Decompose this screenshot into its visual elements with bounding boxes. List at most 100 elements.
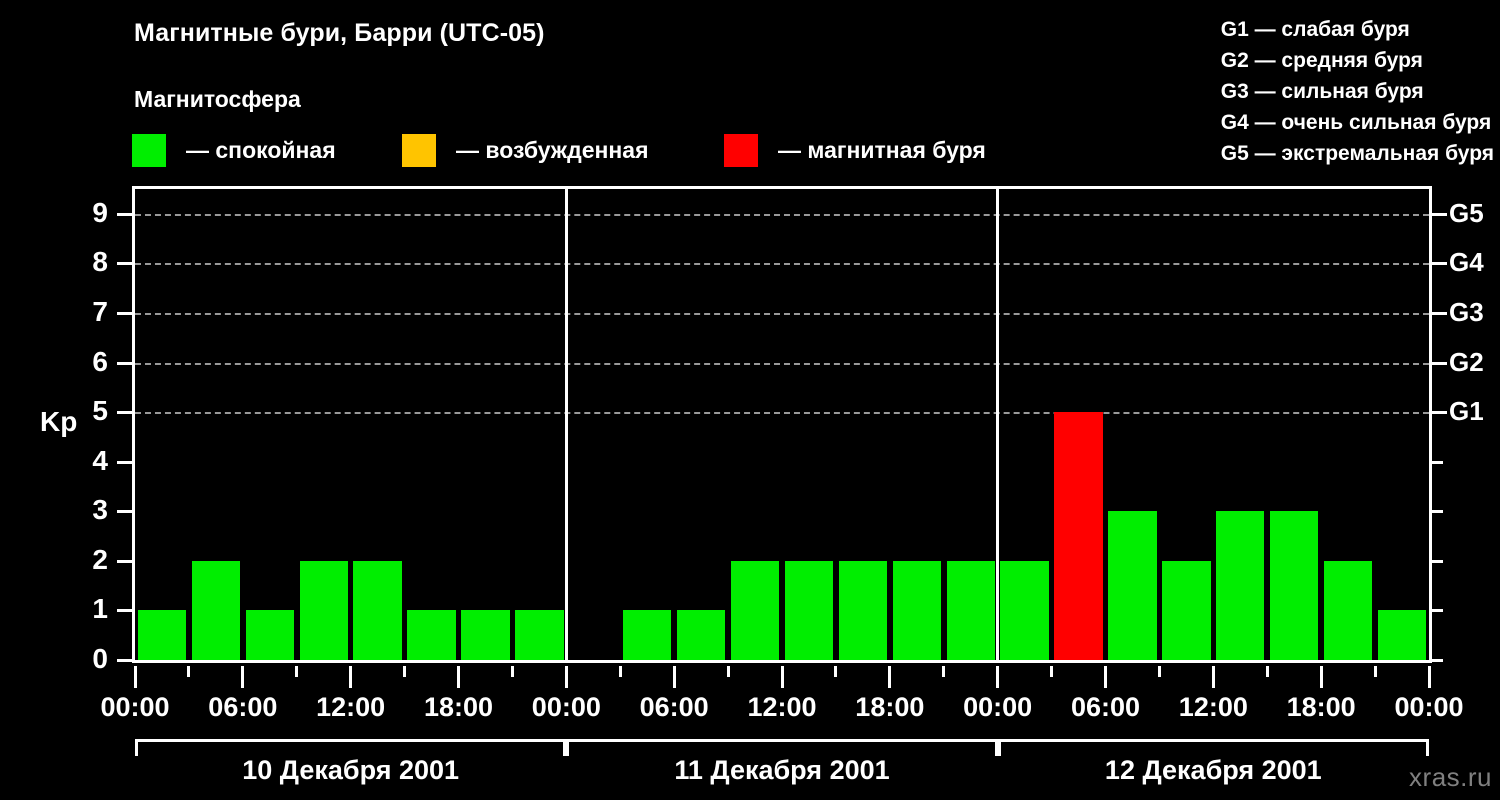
x-tick-20 <box>1211 666 1215 688</box>
day-bracket-2 <box>997 739 1429 756</box>
x-tick-16 <box>996 666 1000 688</box>
g-tick-label-G3: G3 <box>1449 296 1484 327</box>
bar-kp-4 <box>353 560 402 660</box>
y-tick-mark-8 <box>117 262 132 266</box>
page-title: Магнитные бури, Барри (UTC-05) <box>134 19 545 47</box>
g-tick-mark-G4 <box>1432 262 1447 266</box>
orange-swatch <box>402 133 436 167</box>
y-tick-label-9: 9 <box>92 196 108 228</box>
y-tick-label-4: 4 <box>92 444 108 476</box>
x-tick-label-10: 12:00 <box>1178 692 1248 722</box>
bar-kp-21 <box>1270 511 1319 660</box>
legend-entry-1: — возбужденная <box>402 133 649 167</box>
red-swatch <box>724 133 758 167</box>
y-tick-label-3: 3 <box>92 494 108 526</box>
x-tick-0 <box>133 666 137 688</box>
x-tick-14 <box>888 666 892 688</box>
bar-kp-15 <box>946 560 995 660</box>
gscale-row-3: G3 — сильная буря <box>1220 80 1424 103</box>
x-tick-7 <box>510 666 514 677</box>
bar-kp-2 <box>245 610 294 660</box>
legend-label-0: — спокойная <box>186 136 336 163</box>
x-tick-15 <box>942 666 946 677</box>
y-tick-mark-1 <box>117 609 132 613</box>
y-tick-label-7: 7 <box>92 295 108 327</box>
gridline-kp-7 <box>135 312 1429 315</box>
legend-entry-2: — магнитная буря <box>724 133 986 167</box>
bar-kp-1 <box>191 560 241 660</box>
x-tick-label-12: 00:00 <box>1394 692 1464 722</box>
y-tick-mark-9 <box>117 212 132 216</box>
legend-label-1: — возбужденная <box>456 136 649 163</box>
bar-kp-18 <box>1108 511 1157 660</box>
x-tick-label-0: 00:00 <box>100 692 170 722</box>
magnetosphere-label: Магнитосфера <box>134 86 301 112</box>
bar-kp-5 <box>407 610 456 660</box>
bar-kp-19 <box>1162 560 1211 660</box>
green-swatch <box>132 133 166 167</box>
x-tick-label-5: 06:00 <box>639 692 709 722</box>
x-tick-17 <box>1050 666 1054 677</box>
y-tick-mark-5 <box>117 411 132 415</box>
x-tick-22 <box>1319 666 1323 688</box>
day-bracket-1 <box>566 739 998 756</box>
y-axis-title: Kp <box>40 406 78 437</box>
y-tick-mark-4 <box>117 460 132 464</box>
bar-kp-12 <box>784 560 834 660</box>
bar-kp-20 <box>1216 511 1265 660</box>
bar-kp-3 <box>299 560 348 660</box>
x-tick-6 <box>457 666 460 688</box>
watermark: xras.ru <box>1409 762 1492 792</box>
y-tick-mark-3 <box>117 510 132 514</box>
gridline-kp-5 <box>135 412 1429 415</box>
gridline-kp-6 <box>135 362 1429 365</box>
bar-kp-14 <box>892 560 941 660</box>
y-tick-mark-7 <box>117 311 132 315</box>
x-tick-19 <box>1157 666 1161 677</box>
x-tick-label-1: 06:00 <box>208 692 278 722</box>
g-tick-minor-1 <box>1432 609 1443 613</box>
g-tick-label-G4: G4 <box>1449 247 1484 278</box>
gscale-row-2: G2 — средняя буря <box>1220 49 1423 72</box>
day-label-0: 10 Декабря 2001 <box>242 755 460 785</box>
gridline-kp-9 <box>135 213 1429 216</box>
bar-kp-10 <box>676 610 726 660</box>
x-tick-label-11: 18:00 <box>1286 692 1356 722</box>
x-tick-5 <box>403 666 407 677</box>
x-tick-18 <box>1104 666 1107 688</box>
g-tick-minor-4 <box>1432 460 1443 464</box>
gscale-legend: G1 — слабая буря G2 — средняя буря G3 — си… <box>1221 14 1494 169</box>
x-tick-8 <box>564 666 568 688</box>
x-tick-1 <box>187 666 191 677</box>
y-tick-mark-2 <box>117 559 132 563</box>
gscale-row-5: G5 — экстремальная буря <box>1220 142 1494 165</box>
legend-label-2: — магнитная буря <box>778 136 986 163</box>
day-label-2: 12 Декабря 2001 <box>1104 755 1322 785</box>
y-tick-mark-6 <box>117 361 132 365</box>
g-tick-mark-G2 <box>1432 361 1447 365</box>
x-tick-9 <box>618 666 622 677</box>
x-tick-12 <box>780 666 784 688</box>
x-tick-10 <box>672 666 676 688</box>
bar-kp-6 <box>461 610 510 660</box>
day-separator-16 <box>996 189 1000 660</box>
x-tick-21 <box>1265 666 1269 677</box>
g-tick-mark-G3 <box>1432 311 1447 315</box>
x-tick-23 <box>1373 666 1377 677</box>
bar-kp-0 <box>137 610 187 660</box>
y-tick-label-0: 0 <box>92 643 108 674</box>
x-tick-label-7: 18:00 <box>855 692 925 722</box>
gscale-row-1: G1 — слабая буря <box>1220 18 1410 41</box>
g-tick-label-G2: G2 <box>1449 346 1484 377</box>
plot-frame <box>132 186 1432 663</box>
g-tick-mark-G1 <box>1432 411 1447 415</box>
y-tick-label-1: 1 <box>92 593 108 625</box>
x-tick-label-3: 18:00 <box>423 692 494 722</box>
g-tick-mark-G5 <box>1432 212 1447 216</box>
x-tick-label-8: 00:00 <box>963 692 1033 722</box>
bar-kp-7 <box>515 610 564 660</box>
x-tick-label-4: 00:00 <box>531 692 601 722</box>
g-tick-label-G1: G1 <box>1449 396 1484 427</box>
bar-kp-16 <box>1000 560 1049 660</box>
g-tick-minor-3 <box>1432 510 1443 514</box>
